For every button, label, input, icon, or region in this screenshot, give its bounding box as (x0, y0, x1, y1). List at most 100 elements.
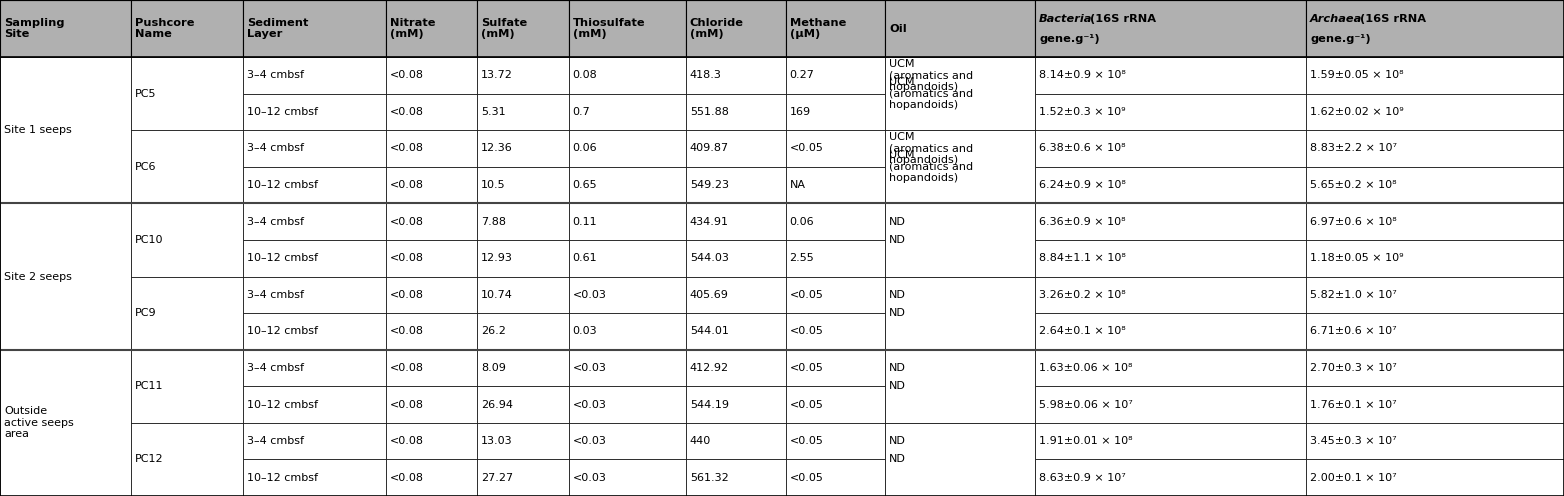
Bar (569, 57, 687, 94)
Bar (885, 276, 1035, 313)
Bar (242, 386, 386, 423)
Bar (885, 350, 1035, 423)
Text: 6.24±0.9 × 10⁸: 6.24±0.9 × 10⁸ (1038, 180, 1126, 190)
Text: 3–4 cmbsf: 3–4 cmbsf (247, 143, 303, 153)
Bar (1035, 167, 1306, 203)
Text: 0.06: 0.06 (572, 143, 597, 153)
Text: 1.63±0.06 × 10⁸: 1.63±0.06 × 10⁸ (1038, 363, 1132, 373)
Bar (687, 313, 785, 350)
Bar (1035, 423, 1306, 459)
Bar (885, 203, 1035, 276)
Text: 26.94: 26.94 (482, 400, 513, 410)
Text: ND: ND (890, 454, 906, 464)
Text: gene.g⁻¹): gene.g⁻¹) (1311, 34, 1370, 44)
Text: 0.27: 0.27 (790, 70, 815, 80)
Text: 10–12 cmbsf: 10–12 cmbsf (247, 400, 317, 410)
Text: ND: ND (890, 381, 906, 391)
Text: UCM
(aromatics and
hopandoids): UCM (aromatics and hopandoids) (890, 59, 973, 92)
Text: <0.05: <0.05 (790, 290, 823, 300)
Bar (785, 386, 885, 423)
Bar (885, 423, 1035, 496)
Text: 561.32: 561.32 (690, 473, 729, 483)
Text: 5.65±0.2 × 10⁸: 5.65±0.2 × 10⁸ (1311, 180, 1397, 190)
Text: Site 1 seeps: Site 1 seeps (5, 125, 72, 135)
Bar (785, 94, 885, 130)
Bar (242, 313, 386, 350)
Text: 6.38±0.6 × 10⁸: 6.38±0.6 × 10⁸ (1038, 143, 1126, 153)
Bar (477, 350, 569, 386)
Bar (885, 203, 1035, 240)
Text: PC6: PC6 (136, 162, 156, 172)
Text: <0.05: <0.05 (790, 400, 823, 410)
Text: Outside
active seeps
area: Outside active seeps area (5, 406, 74, 439)
Text: 3–4 cmbsf: 3–4 cmbsf (247, 436, 303, 446)
Bar (687, 130, 785, 167)
Text: Sulfate
(mM): Sulfate (mM) (482, 18, 527, 39)
Bar (477, 386, 569, 423)
Text: 2.64±0.1 × 10⁸: 2.64±0.1 × 10⁸ (1038, 326, 1126, 336)
Bar (386, 459, 477, 496)
Bar (687, 459, 785, 496)
Text: 6.71±0.6 × 10⁷: 6.71±0.6 × 10⁷ (1311, 326, 1397, 336)
Bar (785, 57, 885, 94)
Bar (131, 203, 242, 276)
Bar (569, 94, 687, 130)
Bar (687, 423, 785, 459)
Text: 8.63±0.9 × 10⁷: 8.63±0.9 × 10⁷ (1038, 473, 1126, 483)
Text: 5.31: 5.31 (482, 107, 505, 117)
Bar (885, 350, 1035, 386)
Text: 544.01: 544.01 (690, 326, 729, 336)
Text: Archaea: Archaea (1311, 14, 1362, 24)
Text: 0.65: 0.65 (572, 180, 597, 190)
Bar (242, 423, 386, 459)
Bar (785, 167, 885, 203)
Text: 1.52±0.3 × 10⁹: 1.52±0.3 × 10⁹ (1038, 107, 1126, 117)
Text: 169: 169 (790, 107, 810, 117)
Text: <0.05: <0.05 (790, 436, 823, 446)
Bar (242, 459, 386, 496)
Text: 405.69: 405.69 (690, 290, 729, 300)
Bar (0, 203, 131, 350)
Bar (687, 94, 785, 130)
Text: 3–4 cmbsf: 3–4 cmbsf (247, 217, 303, 227)
Text: <0.08: <0.08 (389, 400, 424, 410)
Text: 13.72: 13.72 (482, 70, 513, 80)
Text: 418.3: 418.3 (690, 70, 721, 80)
Bar (569, 386, 687, 423)
Bar (386, 57, 477, 94)
Text: 3.26±0.2 × 10⁸: 3.26±0.2 × 10⁸ (1038, 290, 1126, 300)
Bar (131, 423, 242, 496)
Text: <0.03: <0.03 (572, 473, 607, 483)
Bar (569, 350, 687, 386)
Text: 27.27: 27.27 (482, 473, 513, 483)
Text: 6.36±0.9 × 10⁸: 6.36±0.9 × 10⁸ (1038, 217, 1126, 227)
Text: 8.14±0.9 × 10⁸: 8.14±0.9 × 10⁸ (1038, 70, 1126, 80)
Text: PC10: PC10 (136, 235, 164, 245)
Text: 5.98±0.06 × 10⁷: 5.98±0.06 × 10⁷ (1038, 400, 1132, 410)
Text: PC12: PC12 (136, 454, 164, 464)
Text: 0.7: 0.7 (572, 107, 590, 117)
Text: 3.45±0.3 × 10⁷: 3.45±0.3 × 10⁷ (1311, 436, 1397, 446)
Text: PC5: PC5 (136, 89, 156, 99)
Bar (1035, 386, 1306, 423)
Bar (687, 276, 785, 313)
Text: Oil: Oil (890, 23, 907, 34)
Text: (16S rRNA: (16S rRNA (1356, 14, 1426, 24)
Text: 6.97±0.6 × 10⁸: 6.97±0.6 × 10⁸ (1311, 217, 1397, 227)
Text: <0.08: <0.08 (389, 107, 424, 117)
Text: 10–12 cmbsf: 10–12 cmbsf (247, 473, 317, 483)
Text: 12.36: 12.36 (482, 143, 513, 153)
Bar (1306, 130, 1564, 167)
Bar (131, 0, 242, 57)
Text: <0.03: <0.03 (572, 436, 607, 446)
Bar (131, 57, 242, 130)
Text: 544.03: 544.03 (690, 253, 729, 263)
Bar (687, 350, 785, 386)
Text: (16S rRNA: (16S rRNA (1087, 14, 1156, 24)
Bar (885, 276, 1035, 350)
Bar (386, 386, 477, 423)
Text: UCM
(aromatics and
hopandoids): UCM (aromatics and hopandoids) (890, 77, 973, 110)
Bar (0, 57, 131, 203)
Bar (1306, 240, 1564, 276)
Text: <0.08: <0.08 (389, 180, 424, 190)
